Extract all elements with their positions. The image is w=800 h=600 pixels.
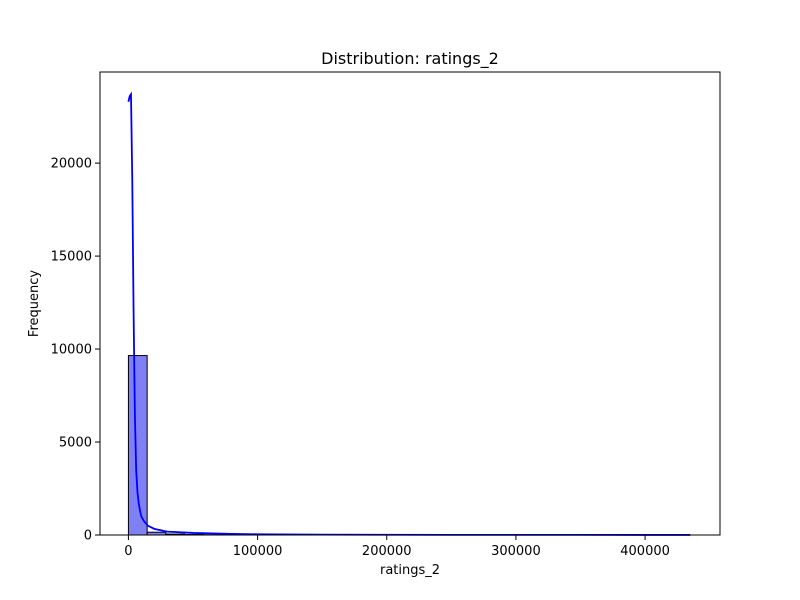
- plot-frame: [99, 71, 721, 536]
- histogram-bar: [127, 355, 148, 536]
- x-tick-label: 0: [124, 544, 132, 559]
- y-tick-label: 0: [84, 529, 92, 544]
- y-tick-label: 15000: [51, 250, 92, 265]
- y-tick-label: 5000: [59, 436, 92, 451]
- y-tick-label: 10000: [51, 343, 92, 358]
- chart-title: Distribution: ratings_2: [321, 49, 499, 69]
- x-axis-label: ratings_2: [380, 563, 440, 578]
- x-tick-label: 400000: [620, 544, 670, 559]
- y-tick-label: 20000: [51, 157, 92, 172]
- y-axis-label: Frequency: [27, 270, 42, 337]
- x-tick-label: 300000: [491, 544, 541, 559]
- x-axis-ticks: 0 100000 200000 300000 400000: [124, 535, 670, 559]
- x-tick-label: 100000: [233, 544, 283, 559]
- y-axis-ticks: 0 5000 10000 15000 20000: [51, 157, 100, 544]
- x-tick-label: 200000: [362, 544, 412, 559]
